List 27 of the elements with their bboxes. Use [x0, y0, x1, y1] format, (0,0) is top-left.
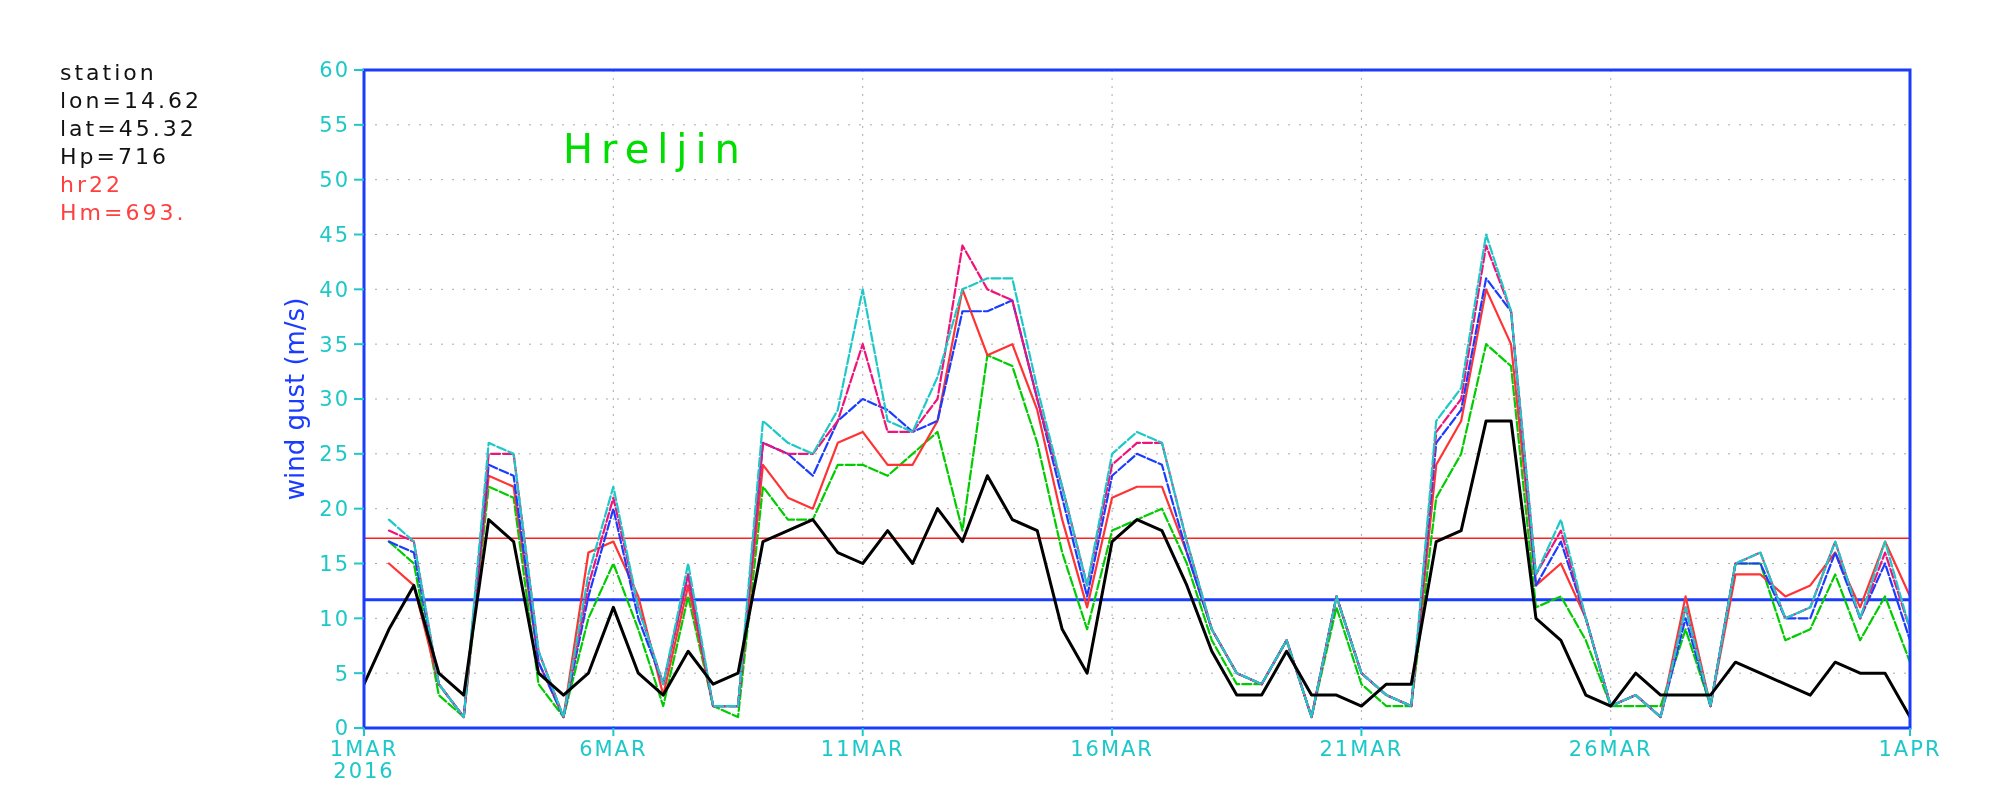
y-tick-label: 55	[319, 113, 350, 138]
x-tick-label: 1APR	[1878, 737, 1942, 761]
text: station	[60, 60, 157, 85]
y-tick-label: 40	[319, 277, 350, 302]
y-tick-label: 25	[319, 442, 350, 467]
y-tick-label: 20	[319, 497, 350, 522]
y-tick-label: 10	[319, 606, 350, 631]
y-tick-label: 30	[319, 387, 350, 412]
y-tick-label: 35	[319, 332, 350, 357]
text: hr22	[60, 172, 123, 197]
x-tick-label: 6MAR	[579, 737, 648, 761]
x-tick-label: 11MAR	[820, 737, 905, 761]
text: Hp=716	[60, 144, 169, 169]
text: Hm=693.	[60, 200, 187, 225]
x-tick-label: 16MAR	[1070, 737, 1154, 761]
line-series	[364, 419, 1910, 719]
y-axis-title: wind gust (m/s)	[280, 297, 310, 501]
text: lon=14.62	[60, 88, 202, 113]
text: Hreljin	[563, 126, 748, 172]
y-tick-label: 50	[319, 168, 350, 193]
text: lat=45.32	[60, 116, 197, 141]
x-tick-label: 21MAR	[1319, 737, 1404, 761]
y-tick-label: 15	[319, 551, 350, 576]
y-tick-label: 5	[334, 661, 350, 686]
y-tick-label: 60	[319, 58, 350, 83]
y-tick-label: 45	[319, 222, 350, 247]
x-tick-label: 26MAR	[1568, 737, 1653, 761]
